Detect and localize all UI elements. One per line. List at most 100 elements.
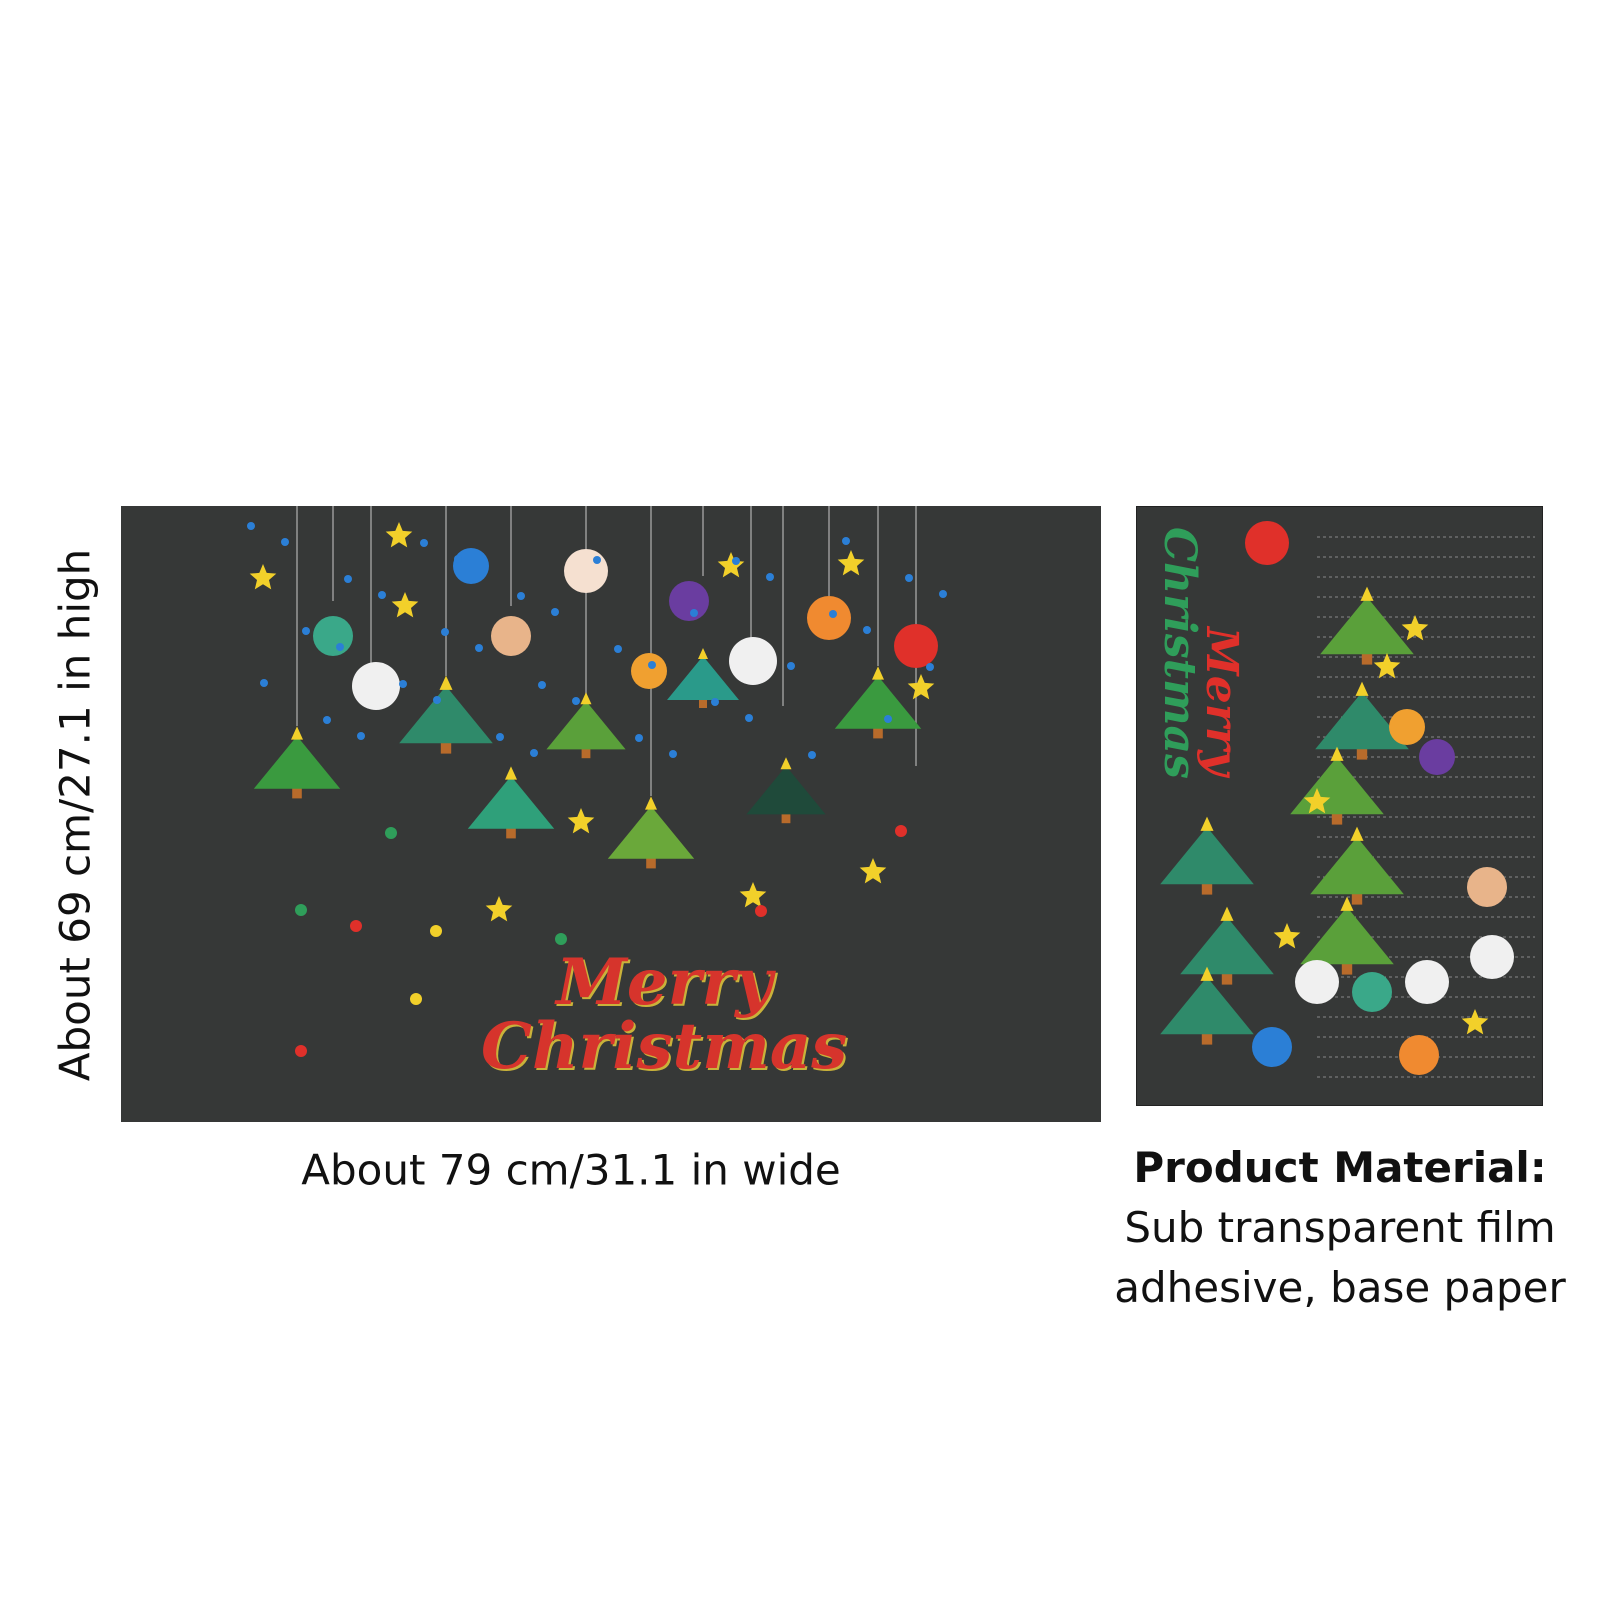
- greeting-line-2: Christmas: [481, 1009, 848, 1084]
- tree-trunk: [506, 824, 516, 839]
- tree-trunk: [1331, 809, 1343, 825]
- ornament-ball-icon: [669, 750, 677, 758]
- star-icon: [1220, 906, 1234, 921]
- star-icon: [837, 550, 865, 576]
- star-icon: [1330, 746, 1344, 761]
- christmas-tree-icon: [1315, 692, 1409, 750]
- star-icon: [1340, 896, 1354, 911]
- ornament-ball-icon: [690, 609, 698, 617]
- ornament-ball-icon: [1252, 1027, 1292, 1067]
- star-icon: [859, 858, 887, 884]
- star-icon: [1273, 923, 1301, 949]
- star-icon: [580, 692, 592, 705]
- ornament-ball-icon: [635, 734, 643, 742]
- tree-trunk: [1356, 744, 1368, 760]
- hanging-ornaments-artwork: [247, 506, 947, 1057]
- tree-trunk: [1201, 1029, 1213, 1045]
- ornament-ball-icon: [530, 749, 538, 757]
- ornament-ball-icon: [863, 626, 871, 634]
- tree-trunk: [699, 696, 707, 708]
- ornament-ball-icon: [385, 827, 397, 839]
- christmas-lettering-sticker: Christmas: [1154, 527, 1205, 779]
- tree-trunk: [440, 738, 452, 754]
- ornament-ball-icon: [572, 697, 580, 705]
- star-icon: [567, 808, 595, 834]
- star-icon: [385, 522, 413, 548]
- ornament-ball-icon: [430, 925, 442, 937]
- ornament-ball-icon: [433, 696, 441, 704]
- tree-trunk: [1351, 889, 1363, 905]
- material-title: Product Material:: [1133, 1143, 1547, 1192]
- ornament-ball-icon: [745, 714, 753, 722]
- ornament-ball-icon: [1467, 867, 1507, 907]
- star-icon: [1200, 966, 1214, 981]
- material-line-1: Sub transparent film: [1124, 1203, 1556, 1252]
- ornament-ball-icon: [564, 549, 608, 593]
- ornament-ball-icon: [453, 548, 489, 584]
- christmas-tree-icon: [1320, 597, 1414, 655]
- ornament-ball-icon: [614, 645, 622, 653]
- star-icon: [1200, 816, 1214, 831]
- christmas-tree-icon: [1160, 977, 1254, 1035]
- star-icon: [1355, 681, 1369, 696]
- star-icon: [872, 666, 884, 680]
- ornament-ball-icon: [336, 643, 344, 651]
- ornament-ball-icon: [551, 608, 559, 616]
- ornament-ball-icon: [1405, 960, 1449, 1004]
- tree-trunk: [1201, 879, 1213, 895]
- ornament-ball-icon: [281, 538, 289, 546]
- ornament-ball-icon: [357, 732, 365, 740]
- star-icon: [1303, 788, 1331, 814]
- ornament-ball-icon: [884, 715, 892, 723]
- ornament-ball-icon: [807, 596, 851, 640]
- christmas-tree-icon: [399, 686, 493, 744]
- sticker-preview-panel: Merry Christmas: [121, 506, 1101, 1122]
- star-icon: [739, 882, 767, 908]
- star-icon: [907, 674, 935, 700]
- star-icon: [439, 675, 453, 690]
- greeting-line-1: Merry: [556, 945, 773, 1020]
- ornament-ball-icon: [766, 573, 774, 581]
- ornament-ball-icon: [631, 653, 667, 689]
- star-icon: [1461, 1009, 1489, 1035]
- product-material: Product Material: Sub transparent film a…: [1114, 1138, 1565, 1318]
- merry-christmas-lettering: Merry Christmas: [481, 951, 847, 1079]
- tree-trunk: [581, 745, 591, 759]
- star-icon: [698, 648, 708, 659]
- christmas-tree-icon: [1300, 907, 1394, 965]
- ornament-ball-icon: [939, 590, 947, 598]
- merry-lettering-sticker: Merry: [1196, 625, 1247, 779]
- star-icon: [1401, 615, 1429, 641]
- star-icon: [391, 592, 419, 618]
- star-icon: [1373, 653, 1401, 679]
- star-icon: [1360, 586, 1374, 601]
- star-icon: [780, 757, 792, 770]
- tree-trunk: [1361, 649, 1373, 665]
- ornament-ball-icon: [420, 539, 428, 547]
- christmas-tree-icon: [607, 806, 695, 859]
- tree-trunk: [1341, 959, 1353, 975]
- tree-trunk: [292, 784, 302, 799]
- ornament-ball-icon: [926, 663, 934, 671]
- ornament-ball-icon: [454, 555, 462, 563]
- ornament-ball-icon: [441, 628, 449, 636]
- ornament-ball-icon: [1470, 935, 1514, 979]
- star-icon: [645, 796, 657, 810]
- christmas-tree-icon: [746, 766, 826, 815]
- ornament-ball-icon: [895, 825, 907, 837]
- width-dimension-label: About 79 cm/31.1 in wide: [301, 1145, 841, 1195]
- christmas-tree-icon: [1290, 757, 1384, 815]
- ornament-ball-icon: [1419, 739, 1455, 775]
- ornament-ball-icon: [1389, 709, 1425, 745]
- christmas-tree-icon: [1180, 917, 1274, 975]
- christmas-tree-icon: [546, 701, 626, 750]
- ornament-ball-icon: [475, 644, 483, 652]
- ornament-ball-icon: [302, 627, 310, 635]
- ornament-ball-icon: [260, 679, 268, 687]
- ornament-ball-icon: [295, 904, 307, 916]
- ornament-ball-icon: [1399, 1035, 1439, 1075]
- star-icon: [717, 552, 745, 578]
- sticker-sheet-panel: Christmas Merry: [1136, 506, 1543, 1106]
- ornament-ball-icon: [323, 716, 331, 724]
- christmas-tree-icon: [834, 676, 922, 729]
